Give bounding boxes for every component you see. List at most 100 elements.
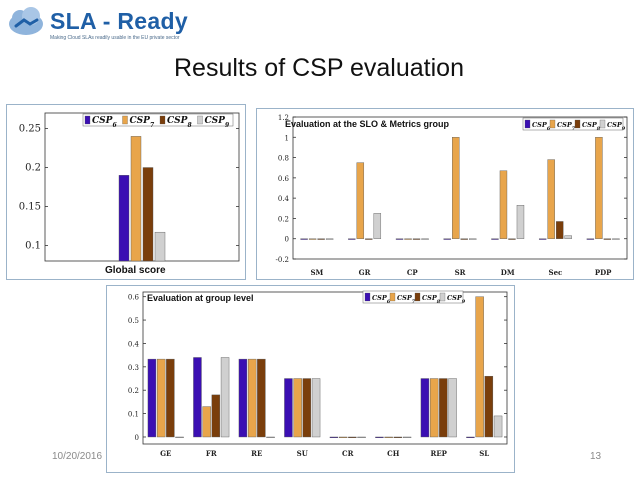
bar-csp6-ge [147,358,157,438]
bar-csp6-sm [300,238,308,240]
logo-tagline: Making Cloud SLAs readily usable in the … [50,35,180,41]
bar-csp7-cr [338,436,348,438]
legend-label-csp6: CSP6 [372,294,391,305]
y-tick-label: 1 [285,134,289,142]
group-level-svg: 0 0.1 0.2 0.3 0.4 0.5 0.6 GE FR RE SU CR CH REP SL CSP6… [128,290,508,458]
category-label-su: SU [297,449,308,458]
legend-subscript: 8 [597,126,601,132]
bar-csp7-sec [547,159,555,239]
bar-csp8-cp [412,238,421,240]
legend-subscript: 6 [112,122,117,129]
legend-subscript: 9 [225,122,230,129]
bar-csp8-dm [508,238,516,240]
chart-title: Evaluation at group level [147,293,254,303]
bar-csp9-sm [325,238,334,240]
legend-label-csp6: CSP6 [532,121,551,132]
legend-swatch-csp9 [197,115,203,125]
bar-csp9-cr [357,436,366,438]
legend-swatch-csp8 [414,292,421,302]
y-tick-label: 0.1 [25,240,41,251]
slide-date: 10/20/2016 [52,451,103,462]
bar-csp7-sr [452,137,460,239]
y-tick-label: 0.4 [278,195,290,203]
bar-csp8-ge [166,358,175,438]
bar-csp8-sl [484,375,494,438]
category-label-ge: GE [160,449,171,458]
y-tick-label: 0.8 [278,155,289,163]
bar-csp9-pdp [612,238,620,240]
y-tick-label: 0.5 [128,317,139,325]
plot-frame [292,116,628,260]
bar-csp6-gr [348,238,356,240]
legend-box [362,290,464,304]
bar-csp9-rep [448,378,457,438]
legend-swatch-csp9 [439,292,446,302]
bar-csp6-pdp [586,238,595,240]
bar-csp6-rep [420,378,430,438]
bar-csp9-cp [421,238,429,240]
bar-csp6-sec [538,238,547,240]
bar-csp7-fr [202,406,211,438]
legend-subscript: 7 [572,126,576,132]
y-tick-label: 0 [135,434,139,442]
legend-box [522,117,624,131]
category-label-sm: SM [310,268,323,277]
bar-csp6-cp [395,238,404,240]
slo-metrics-svg: -0.2 0 0.2 0.4 0.6 0.8 1 1.2 SM GR CP SR DM Sec PDP CSP… [276,114,628,277]
legend-swatch-csp9 [599,119,606,129]
legend-swatch-csp7 [389,292,396,302]
legend-swatch-csp8 [159,115,166,125]
bar-csp6-re [238,358,248,438]
slide-page-number: 13 [590,451,602,462]
bar-csp8-global [142,167,154,262]
slo-metrics-chart: -0.2 0 0.2 0.4 0.6 0.8 1 1.2 SM GR CP SR DM Sec PDP CSP… [256,108,634,280]
legend-swatch-csp6 [524,119,531,129]
group-level-chart: 0 0.1 0.2 0.3 0.4 0.5 0.6 GE FR RE SU CR CH REP SL CSP6… [106,285,515,473]
y-tick-label: 0.3 [128,364,139,372]
category-label-re: RE [251,449,262,458]
bar-csp7-cp [404,238,412,240]
legend-subscript: 8 [437,299,441,305]
legend-label-csp7: CSP7 [397,294,416,305]
cloud-handshake-icon [9,7,43,35]
bar-csp7-su [293,378,302,438]
y-tick-label: 0.6 [278,175,290,183]
legend-label-csp8: CSP8 [582,121,601,132]
legend-swatch-csp6 [364,292,371,302]
bar-csp6-su [284,378,293,438]
legend-swatch-csp6 [84,115,91,125]
bar-csp8-pdp [603,238,612,240]
category-label-fr: FR [206,449,217,458]
bar-csp6-dm [491,238,499,240]
bar-csp6-sl [466,436,475,438]
y-tick-label: -0.2 [276,256,290,264]
bar-csp9-fr [220,357,230,438]
legend-subscript: 6 [547,126,551,132]
category-label-gr: GR [359,268,371,277]
legend-label-csp9: CSP9 [447,294,466,305]
bar-csp8-ch [393,436,403,438]
y-tick-label: 0.4 [128,340,140,348]
category-label-ch: CH [387,449,400,458]
legend-subscript: 7 [150,122,155,129]
bar-csp9-gr [373,213,382,239]
bar-csp8-su [302,378,312,438]
legend-swatch-csp7 [549,119,556,129]
bar-csp8-gr [365,238,373,240]
legend-label-csp9: CSP9 [205,116,230,129]
y-tick-label: 0.2 [278,215,289,223]
legend-swatch-csp8 [574,119,581,129]
bar-csp8-re [257,358,266,438]
category-label-rep: REP [431,449,448,458]
slide-title: Results of CSP evaluation [174,54,464,82]
bar-csp8-cr [348,436,357,438]
y-tick-label: 0.2 [25,163,41,174]
bar-csp8-rep [439,378,448,438]
category-label-sr: SR [455,268,466,277]
bar-csp6-sr [443,238,451,240]
bar-csp9-ch [402,436,412,438]
bar-csp8-sec [555,221,564,239]
bar-csp9-re [266,436,275,438]
chart-title: Evaluation at the SLO & Metrics group [285,119,450,129]
legend-box [82,113,234,127]
